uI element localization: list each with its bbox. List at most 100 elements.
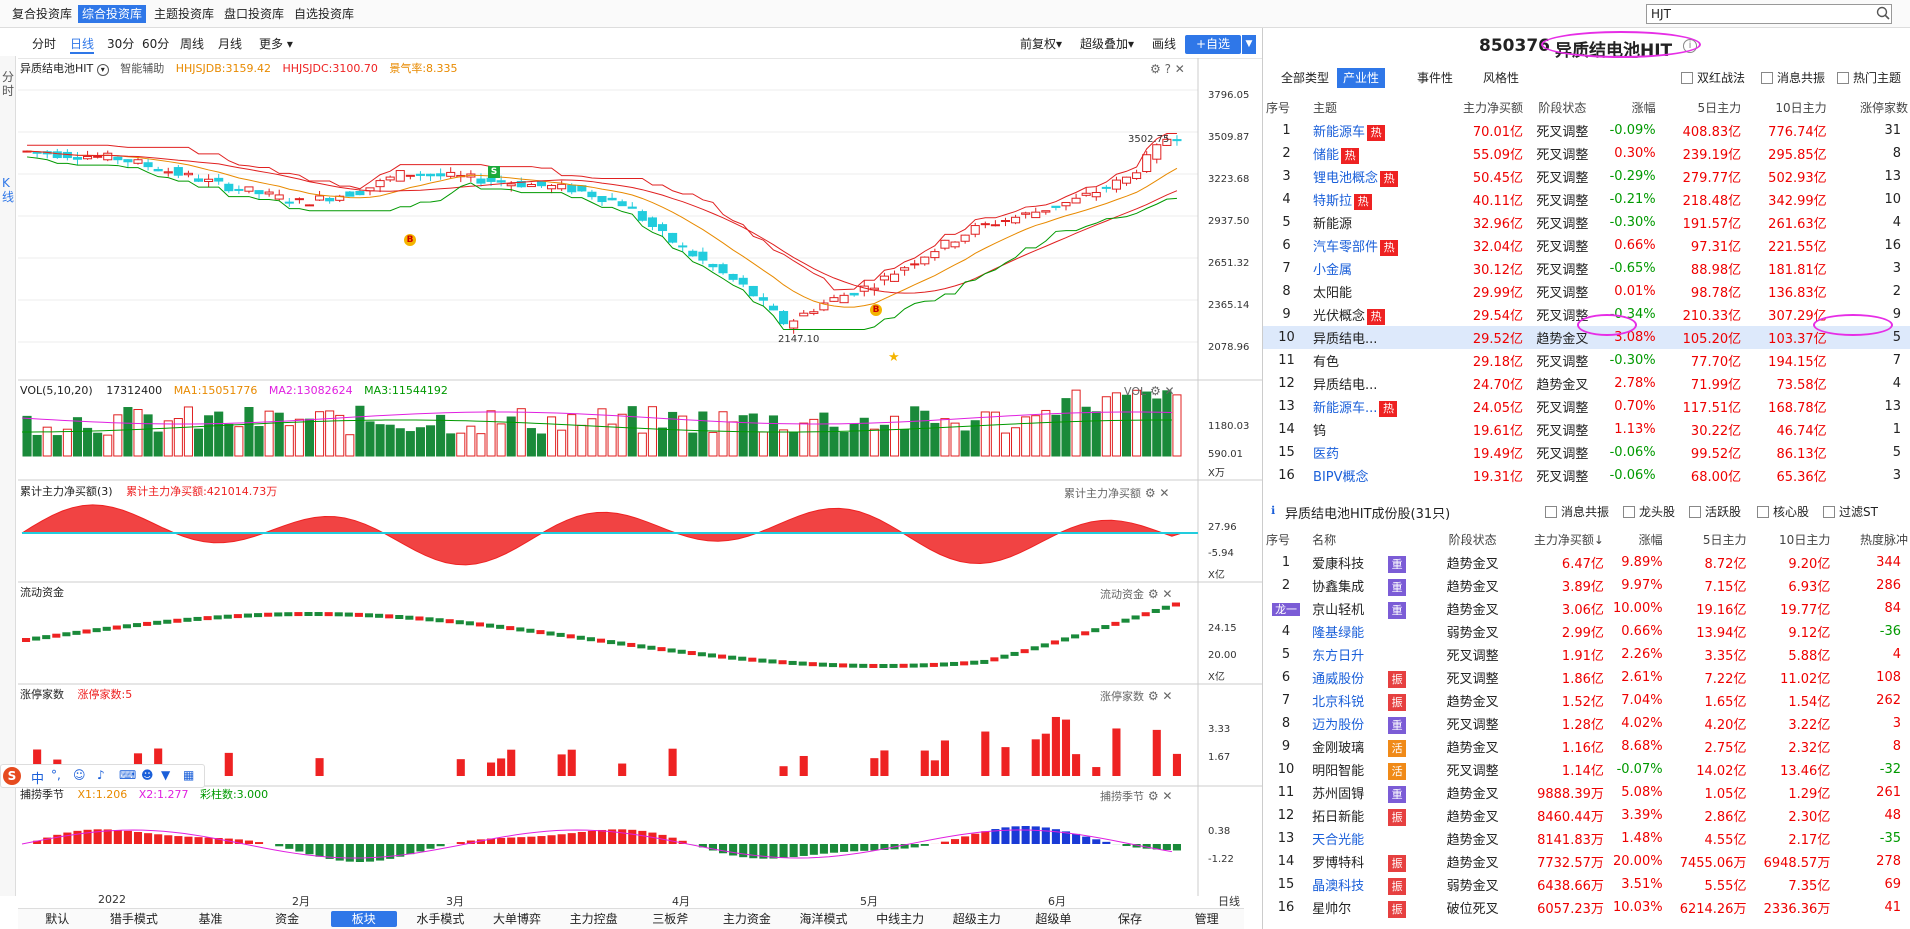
table-row[interactable]: 9 光伏概念热 29.54亿 死叉调整 -0.34% 210.33亿 307.29亿 9 xyxy=(1263,303,1910,326)
member-header-4[interactable]: 涨幅 xyxy=(1638,533,1663,547)
member-name[interactable]: 苏州固锝 xyxy=(1312,786,1365,802)
settings-icon[interactable]: ⚙ xyxy=(1149,384,1161,398)
theme-name[interactable]: 有色 xyxy=(1313,355,1340,370)
table-row[interactable]: 9 金刚玻璃 活 趋势金叉 1.16亿 8.68% 2.75亿 2.32亿 8 xyxy=(1263,735,1910,758)
table-row[interactable]: 6 通威股份 振 死叉调整 1.86亿 2.61% 7.22亿 11.02亿 108 xyxy=(1263,666,1910,689)
theme-name[interactable]: 新能源车 xyxy=(1313,124,1366,140)
settings-icon[interactable]: ⚙ xyxy=(1147,587,1159,601)
member-header-0[interactable]: 序号 xyxy=(1266,533,1291,547)
tab-theme-library[interactable]: 主题投资库 xyxy=(154,7,215,21)
template-tab-7[interactable]: 主力控盘 xyxy=(569,912,618,926)
member-name[interactable]: 京山轻机 xyxy=(1312,602,1365,618)
member-name[interactable]: 迈为股份 xyxy=(1312,717,1365,733)
theme-name[interactable]: 太阳能 xyxy=(1313,286,1353,301)
close-icon[interactable]: ✕ xyxy=(1174,62,1185,76)
table-row[interactable]: 6 汽车零部件热 32.04亿 死叉调整 0.66% 97.31亿 221.55亿 16 xyxy=(1263,234,1910,257)
kline-info-icon[interactable]: ▾ xyxy=(96,64,109,76)
theme-name[interactable]: 新能源 xyxy=(1313,217,1353,232)
member-name[interactable]: 罗博特科 xyxy=(1312,855,1365,871)
chart-canvas[interactable] xyxy=(18,58,1262,896)
check-member-news[interactable]: 消息共振 xyxy=(1545,504,1609,520)
settings-icon[interactable]: ⚙ xyxy=(1144,486,1156,500)
table-row[interactable]: 11 苏州固锝 重 趋势金叉 9888.39万 5.08% 1.05亿 1.29亿 261 xyxy=(1263,781,1910,804)
period-monthly[interactable]: 月线 xyxy=(218,37,243,51)
theme-name[interactable]: 钨 xyxy=(1313,424,1327,439)
theme-name[interactable]: 新能源车... xyxy=(1313,400,1378,416)
check-hot-theme[interactable]: 热门主题 xyxy=(1837,70,1901,86)
check-active[interactable]: 活跃股 xyxy=(1689,504,1741,520)
table-row[interactable]: 13 天合光能 趋势金叉 8141.83万 1.48% 4.55亿 2.17亿 -35 xyxy=(1263,827,1910,850)
theme-name[interactable]: 锂电池概念 xyxy=(1313,170,1379,186)
smart-assist-label[interactable]: 智能辅助 xyxy=(120,62,165,75)
template-tab-3[interactable]: 资金 xyxy=(275,912,300,926)
table-row[interactable]: 2 储能热 55.09亿 死叉调整 0.30% 239.19亿 295.85亿 8 xyxy=(1263,142,1910,165)
member-name[interactable]: 明阳智能 xyxy=(1312,763,1365,779)
checkbox[interactable] xyxy=(1823,506,1835,518)
search-input[interactable]: HJT xyxy=(1646,4,1892,24)
view-intraday-vertical[interactable]: 分时 xyxy=(2,70,15,98)
tab-comprehensive-library[interactable]: 综合投资库 xyxy=(78,5,147,23)
close-icon[interactable]: ✕ xyxy=(1162,689,1173,703)
theme-header-5[interactable]: 5日主力 xyxy=(1697,101,1742,115)
table-row[interactable]: 15 医药 19.49亿 死叉调整 -0.06% 99.52亿 86.13亿 5 xyxy=(1263,441,1910,464)
template-tab-8[interactable]: 三板斧 xyxy=(652,912,689,926)
theme-header-1[interactable]: 主题 xyxy=(1313,101,1338,115)
table-row[interactable]: 5 东方日升 死叉调整 1.91亿 2.26% 3.35亿 5.88亿 4 xyxy=(1263,643,1910,666)
theme-header-6[interactable]: 10日主力 xyxy=(1775,101,1827,115)
table-row[interactable]: 5 新能源 32.96亿 死叉调整 -0.30% 191.57亿 261.63亿 4 xyxy=(1263,211,1910,234)
filter-all-types[interactable]: 全部类型 xyxy=(1281,71,1330,85)
checkbox[interactable] xyxy=(1545,506,1557,518)
skin-icon[interactable]: ▼ xyxy=(161,768,171,782)
filter-event[interactable]: 事件性 xyxy=(1417,71,1454,85)
period-60min[interactable]: 60分 xyxy=(142,37,170,51)
theme-name[interactable]: 汽车零部件 xyxy=(1313,239,1379,255)
settings-icon[interactable]: ⚙ xyxy=(1147,789,1159,803)
period-intraday[interactable]: 分时 xyxy=(32,37,57,51)
check-double-red[interactable]: 双红战法 xyxy=(1681,70,1745,86)
checkbox[interactable] xyxy=(1689,506,1701,518)
add-watchlist-dropdown[interactable]: ▼ xyxy=(1242,35,1256,54)
period-weekly[interactable]: 周线 xyxy=(180,37,205,51)
input-method-toolbar[interactable]: S 中 °, ☺ ♪ ⌨ ☻ ▼ ▦ xyxy=(0,764,205,788)
template-tab-6[interactable]: 大单博弈 xyxy=(493,912,542,926)
period-more[interactable]: 更多 ▾ xyxy=(259,36,293,52)
checkbox[interactable] xyxy=(1681,72,1693,84)
template-tab-0[interactable]: 默认 xyxy=(45,912,70,926)
table-row[interactable]: 10 明阳智能 活 死叉调整 1.14亿 -0.07% 14.02亿 13.46亿 -32 xyxy=(1263,758,1910,781)
member-name[interactable]: 天合光能 xyxy=(1312,833,1365,848)
check-filter-st[interactable]: 过滤ST xyxy=(1823,504,1878,520)
member-name[interactable]: 爱康科技 xyxy=(1312,556,1365,572)
theme-name[interactable]: 储能 xyxy=(1313,147,1340,163)
theme-name[interactable]: BIPV概念 xyxy=(1313,470,1369,485)
member-name[interactable]: 拓日新能 xyxy=(1312,809,1365,825)
filter-style[interactable]: 风格性 xyxy=(1483,71,1520,85)
template-tab-14[interactable]: 保存 xyxy=(1118,912,1143,926)
member-name[interactable]: 协鑫集成 xyxy=(1312,579,1365,595)
check-core[interactable]: 核心股 xyxy=(1757,504,1809,520)
member-header-6[interactable]: 10日主力 xyxy=(1779,533,1831,547)
ime-mode[interactable]: 中 xyxy=(31,772,45,787)
theme-header-4[interactable]: 涨幅 xyxy=(1631,101,1656,115)
table-row[interactable]: 1 爱康科技 重 趋势金叉 6.47亿 9.89% 8.72亿 9.20亿 344 xyxy=(1263,551,1910,574)
table-row[interactable]: 7 北京科锐 振 趋势金叉 1.52亿 7.04% 1.65亿 1.54亿 262 xyxy=(1263,689,1910,712)
mic-icon[interactable]: ♪ xyxy=(97,768,105,782)
template-tab-1[interactable]: 猎手模式 xyxy=(109,912,158,926)
table-row[interactable]: 12 异质结电... 24.70亿 趋势金叉 2.78% 71.99亿 73.58亿 4 xyxy=(1263,372,1910,395)
template-tab-13[interactable]: 超级单 xyxy=(1035,912,1072,926)
member-header-7[interactable]: 热度脉冲 xyxy=(1859,533,1908,547)
template-tab-12[interactable]: 超级主力 xyxy=(952,912,1001,926)
draw-line-button[interactable]: 画线 xyxy=(1152,37,1177,51)
theme-name[interactable]: 小金属 xyxy=(1313,263,1353,278)
member-name[interactable]: 隆基绿能 xyxy=(1312,626,1365,641)
member-name[interactable]: 北京科锐 xyxy=(1312,694,1365,710)
theme-header-0[interactable]: 序号 xyxy=(1266,101,1291,115)
add-watchlist-button[interactable]: +自选 xyxy=(1185,35,1241,54)
theme-name[interactable]: 异质结电... xyxy=(1313,378,1378,393)
table-row[interactable]: 2 协鑫集成 重 趋势金叉 3.89亿 9.97% 7.15亿 6.93亿 286 xyxy=(1263,574,1910,597)
table-row[interactable]: 12 拓日新能 振 趋势金叉 8460.44万 3.39% 2.86亿 2.30亿 48 xyxy=(1263,804,1910,827)
period-30min[interactable]: 30分 xyxy=(107,37,135,51)
template-tab-15[interactable]: 管理 xyxy=(1194,912,1219,926)
table-row[interactable]: 8 太阳能 29.99亿 死叉调整 0.01% 98.78亿 136.83亿 2 xyxy=(1263,280,1910,303)
table-row[interactable]: 3 锂电池概念热 50.45亿 死叉调整 -0.29% 279.77亿 502.93亿 13 xyxy=(1263,165,1910,188)
template-tab-5[interactable]: 水手模式 xyxy=(416,912,465,926)
